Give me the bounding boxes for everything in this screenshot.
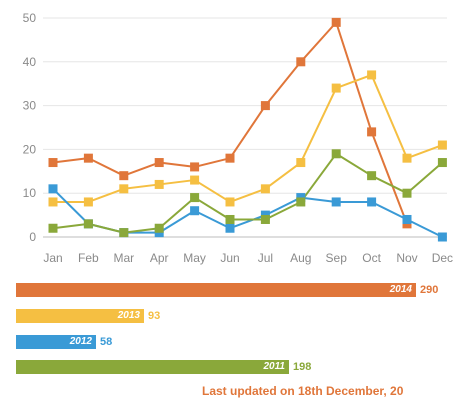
data-point-2011 [260,214,270,224]
data-point-2011 [367,171,377,181]
x-tick-label: Nov [396,251,417,265]
total-value-2013: 93 [148,310,161,322]
x-tick-label: Aug [290,251,311,265]
data-point-2014 [119,171,129,181]
data-point-2012 [437,232,447,242]
data-point-2013 [331,83,341,93]
data-point-2013 [48,197,58,207]
x-tick-label: Mar [113,251,134,265]
y-tick-label: 30 [23,99,37,113]
total-bar-2011: 2011 [16,360,289,374]
data-point-2013 [296,158,306,168]
data-point-2012 [367,197,377,207]
y-tick-label: 20 [23,142,37,156]
y-tick-label: 10 [23,186,37,200]
data-point-2013 [225,197,235,207]
x-tick-label: May [183,251,206,265]
data-point-2013 [367,70,377,80]
total-bar-2013: 2013 [16,309,144,323]
x-tick-label: Dec [432,251,453,265]
x-tick-label: Feb [78,251,99,265]
data-point-2014 [154,158,164,168]
series-line-2013 [53,73,443,203]
data-point-2014 [367,127,377,137]
x-tick-label: Jul [258,251,273,265]
data-point-2012 [48,184,58,194]
data-point-2011 [296,197,306,207]
total-value-2012: 58 [100,336,113,348]
data-point-2014 [225,153,235,163]
data-point-2013 [83,197,93,207]
data-point-2013 [437,140,447,150]
x-tick-label: Jun [220,251,239,265]
x-tick-label: Oct [362,251,381,265]
data-point-2014 [331,17,341,27]
total-bar-2012: 2012 [16,335,96,349]
last-updated-text: Last updated on 18th December, 20 [202,384,404,398]
y-tick-label: 40 [23,55,37,69]
total-bar-2014: 2014 [16,283,416,297]
series-line-2011 [52,152,444,234]
data-point-2013 [402,153,412,163]
data-point-2011 [190,193,200,203]
data-point-2013 [260,184,270,194]
y-tick-label: 50 [23,11,37,25]
data-point-2011 [154,223,164,233]
data-point-2014 [48,158,58,168]
data-point-2013 [190,175,200,185]
data-point-2012 [331,197,341,207]
data-point-2011 [119,228,129,238]
data-point-2011 [331,149,341,159]
data-point-2011 [83,219,93,229]
data-point-2012 [190,206,200,216]
data-point-2012 [225,223,235,233]
x-tick-label: Sep [326,251,348,265]
total-value-2014: 290 [420,284,439,296]
data-point-2013 [154,179,164,189]
data-point-2014 [296,57,306,67]
total-value-2011: 198 [293,361,312,373]
data-point-2012 [402,214,412,224]
data-point-2011 [437,158,447,168]
data-point-2011 [48,223,58,233]
data-point-2011 [225,214,235,224]
x-tick-label: Jan [43,251,62,265]
x-tick-label: Apr [150,251,169,265]
data-point-2011 [402,188,412,198]
data-point-2013 [119,184,129,194]
y-tick-label: 0 [29,230,36,244]
data-point-2014 [260,101,270,111]
data-point-2014 [83,153,93,163]
data-point-2014 [190,162,200,172]
